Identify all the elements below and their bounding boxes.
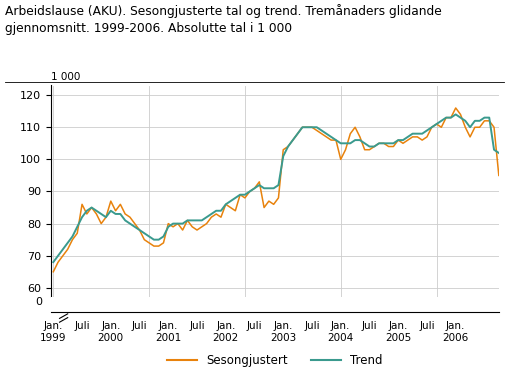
Text: Arbeidslause (AKU). Sesongjusterte tal og trend. Tremånaders glidande
gjennomsni: Arbeidslause (AKU). Sesongjusterte tal o… — [5, 4, 442, 35]
Text: 1 000: 1 000 — [51, 72, 80, 82]
Legend: Sesongjustert, Trend: Sesongjustert, Trend — [162, 350, 387, 372]
Text: 0: 0 — [35, 298, 42, 307]
